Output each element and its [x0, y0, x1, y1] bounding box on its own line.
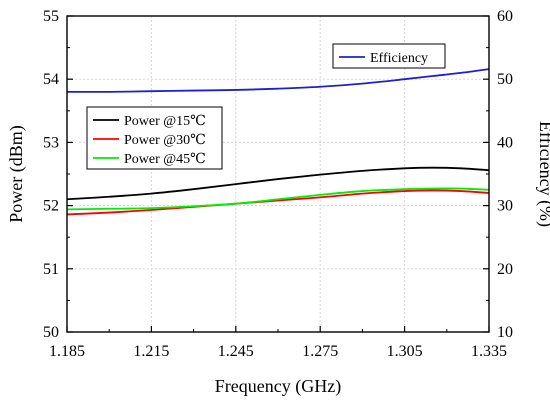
x-tick-label: 1.335: [471, 343, 507, 360]
y-right-tick-label: 30: [497, 198, 513, 215]
tick-labels: 1.185 1.215 1.245 1.275 1.305 1.335 50 51 52 53 54…: [43, 8, 513, 360]
legend-power-item-label: Power @45℃: [124, 152, 206, 167]
series-line-power-30: [66, 189, 490, 216]
series-line-efficiency: [66, 68, 490, 93]
x-tick-label: 1.245: [218, 343, 254, 360]
y-left-tick-label: 50: [43, 324, 59, 341]
y-left-tick-label: 53: [43, 134, 59, 151]
axis-ticks: [66, 15, 490, 333]
y-left-axis-title: Power (dBm): [6, 125, 27, 223]
y-right-tick-label: 50: [497, 71, 513, 88]
series-layer: [66, 68, 490, 216]
y-right-tick-label: 10: [497, 324, 513, 341]
y-left-tick-label: 51: [43, 261, 59, 278]
series-line-power-15: [66, 166, 490, 201]
x-axis-title: Frequency (GHz): [215, 376, 341, 397]
legend-power: Power @15℃ Power @30℃ Power @45℃: [86, 106, 223, 170]
y-left-tick-label: 55: [43, 8, 59, 25]
x-tick-label: 1.185: [49, 343, 85, 360]
legend-efficiency-box: [332, 43, 446, 69]
x-tick-label: 1.275: [302, 343, 338, 360]
y-right-axis-title: Efficiency (%): [535, 121, 550, 227]
y-left-tick-label: 54: [43, 71, 59, 88]
legend-efficiency-item-label: Efficiency: [370, 51, 428, 66]
legend-efficiency: Efficiency: [332, 43, 446, 69]
y-right-tick-label: 40: [497, 134, 513, 151]
legend-power-item-label: Power @15℃: [124, 114, 206, 129]
y-right-tick-label: 20: [497, 261, 513, 278]
y-left-tick-label: 52: [43, 198, 59, 215]
series-line-power-45: [66, 187, 490, 211]
legend-power-item-label: Power @30℃: [124, 133, 206, 148]
x-tick-label: 1.305: [387, 343, 423, 360]
y-right-tick-label: 60: [497, 8, 513, 25]
x-tick-label: 1.215: [133, 343, 169, 360]
